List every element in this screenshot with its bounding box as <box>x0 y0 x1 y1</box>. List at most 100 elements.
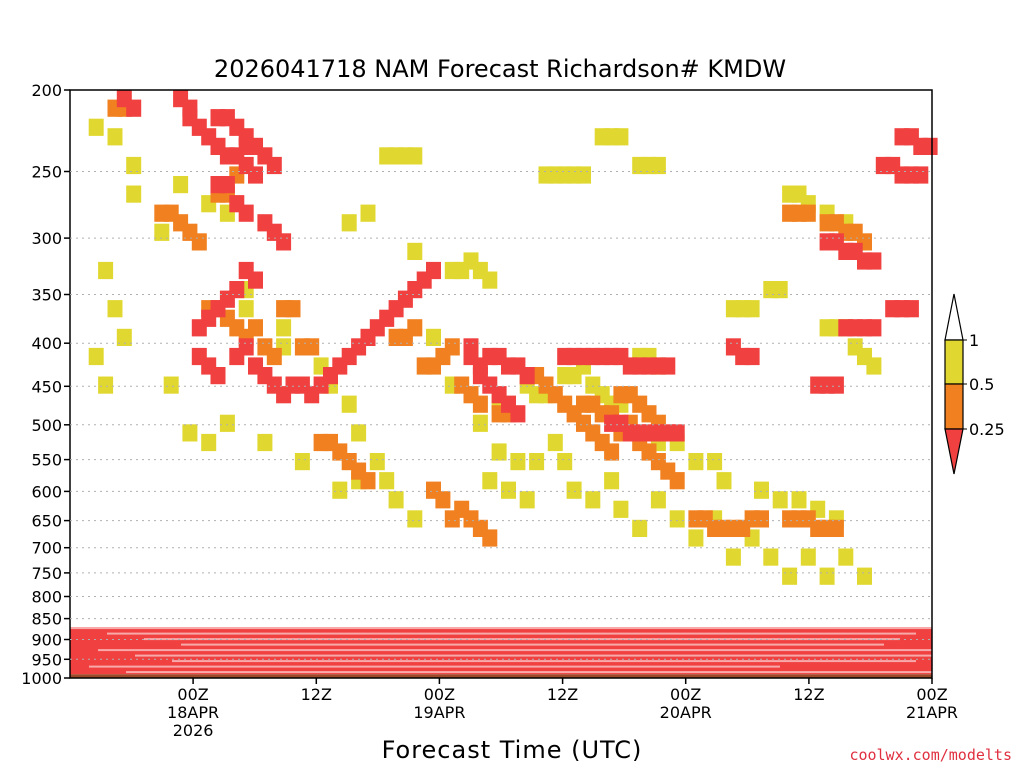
heatmap-cell <box>472 395 488 413</box>
y-tick-label: 650 <box>31 512 62 531</box>
heatmap-cell <box>266 347 282 366</box>
y-tick-label: 700 <box>31 539 62 558</box>
y-axis: 200 250 300 350 400 450 500 550 600 650 700 750 800 8… <box>21 81 932 688</box>
y-tick-label: 750 <box>31 564 62 583</box>
colorbar-legend: 1 0.5 0.25 <box>944 293 1005 475</box>
y-tick-label: 450 <box>31 377 62 396</box>
x-tick-label: 2026 <box>173 721 214 740</box>
heatmap-cell <box>716 472 732 490</box>
heatmap-cell <box>407 319 423 337</box>
heatmap-cell <box>219 176 235 194</box>
heatmap-cell <box>828 376 844 394</box>
heatmap-cell <box>613 128 629 146</box>
heatmap-cell <box>510 405 526 423</box>
heatmap-cell <box>388 491 404 509</box>
x-tick-label: 00Z <box>916 685 947 704</box>
heatmap-cell <box>238 300 254 318</box>
heatmap-cell <box>772 491 788 509</box>
heatmap-cell <box>922 137 938 155</box>
y-tick-label: 200 <box>31 81 62 100</box>
heatmap-cell <box>903 300 919 318</box>
heatmap-cell <box>88 118 104 136</box>
x-tick-label: 12Z <box>547 685 578 704</box>
heatmap-cell <box>491 443 507 461</box>
heatmap-cell <box>126 185 142 203</box>
legend-label: 0.25 <box>969 420 1005 439</box>
heatmap-cell <box>369 453 385 471</box>
heatmap-cell <box>669 510 685 528</box>
heatmap-cell <box>566 481 582 499</box>
heatmap-cell <box>201 433 217 452</box>
heatmap-cell <box>248 166 263 184</box>
plot-area <box>69 89 980 701</box>
y-tick-label: 900 <box>31 631 62 650</box>
heatmap-cell <box>126 99 142 117</box>
heatmap-cell <box>688 529 704 547</box>
y-tick-label: 500 <box>31 416 62 435</box>
heatmap-cell <box>219 414 235 432</box>
heatmap-cell <box>238 338 254 356</box>
y-tick-label: 600 <box>31 482 62 501</box>
heatmap-cell <box>238 204 254 222</box>
x-tick-label: 00Z <box>670 685 701 704</box>
heatmap-cell <box>866 357 882 375</box>
x-tick-label: 12Z <box>301 685 332 704</box>
ground-surface <box>70 674 932 678</box>
y-tick-label: 550 <box>31 451 62 470</box>
band-stripe <box>154 693 980 696</box>
heatmap-cell <box>501 481 516 499</box>
x-tick-label: 00Z <box>177 685 208 704</box>
y-tick-label: 950 <box>31 650 62 669</box>
band-stripe <box>98 649 948 652</box>
heatmap-cell <box>426 261 441 280</box>
y-tick-label: 400 <box>31 334 62 353</box>
heatmap-cell <box>650 491 666 509</box>
heatmap-cell <box>557 453 573 471</box>
heatmap-cell <box>763 548 779 566</box>
legend-swatch <box>944 339 964 385</box>
heatmap-cell <box>660 357 676 375</box>
heatmap-cell <box>154 223 170 241</box>
band-stripe <box>135 654 932 657</box>
heatmap-cell <box>529 453 545 471</box>
heatmap-cell <box>472 414 488 432</box>
x-tick-label: 18APR <box>167 703 219 722</box>
band-stripe <box>70 627 932 630</box>
heatmap-cell <box>257 433 273 452</box>
x-tick-label: 21APR <box>906 703 958 722</box>
heatmap-cell <box>98 261 114 280</box>
heatmap-cell <box>360 472 376 490</box>
heatmap-cell <box>800 548 816 566</box>
heatmap-cell <box>707 453 723 471</box>
heatmap-cell <box>547 433 563 452</box>
heatmap-cell <box>782 567 798 585</box>
y-tick-label: 800 <box>31 588 62 607</box>
heatmap-cell <box>107 300 123 318</box>
chart-title: 2026041718 NAM Forecast Richardson# KMDW <box>214 55 786 83</box>
heatmap-cell <box>163 376 179 394</box>
legend-label: 0.5 <box>969 375 994 394</box>
legend-swatch <box>944 383 964 430</box>
heatmap-cell <box>650 156 666 175</box>
legend-bottom-arrow <box>944 428 964 475</box>
heatmap-cell <box>754 510 769 528</box>
heatmap-cell <box>182 424 198 442</box>
heatmap-cell <box>791 491 807 509</box>
y-tick-label: 1000 <box>21 669 62 688</box>
heatmap-cell <box>294 453 310 471</box>
band-stripe <box>107 632 916 635</box>
heatmap-cell <box>754 481 769 499</box>
heatmap-cell <box>304 338 320 356</box>
heatmap-cell <box>482 271 498 289</box>
heatmap-cell <box>332 481 348 499</box>
heatmap-cell <box>379 472 395 490</box>
heatmap-cell <box>248 271 263 289</box>
heatmap-cell <box>866 319 882 337</box>
plot-background <box>70 90 932 678</box>
heatmap-cell <box>276 233 292 251</box>
legend-label: 1 <box>969 331 979 350</box>
heatmap-cell <box>116 328 132 346</box>
heatmap-cell <box>482 529 498 547</box>
heatmap-cell <box>744 300 760 318</box>
heatmap-cell <box>360 204 376 222</box>
